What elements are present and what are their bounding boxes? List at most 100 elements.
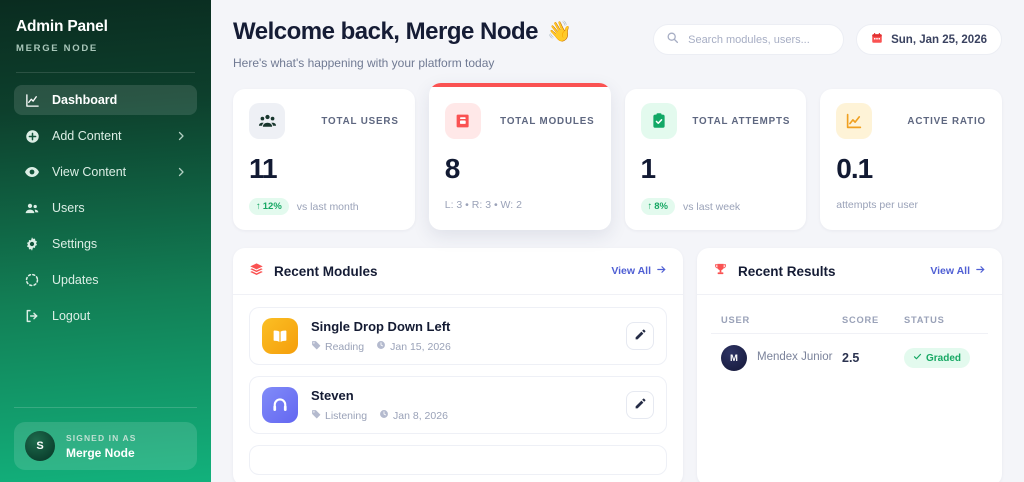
stat-card-total-users[interactable]: TOTAL USERS 11 ↑ 12% vs last month xyxy=(233,89,415,230)
sidebar-item-settings[interactable]: Settings xyxy=(14,229,197,259)
sidebar-divider xyxy=(16,72,195,73)
pencil-icon xyxy=(634,397,647,413)
edit-module-button[interactable] xyxy=(626,391,654,419)
stat-cards: TOTAL USERS 11 ↑ 12% vs last month TOTAL xyxy=(233,83,1002,230)
trophy-icon xyxy=(713,262,728,280)
module-name: Steven xyxy=(311,388,354,403)
column-header-user: USER xyxy=(721,315,751,325)
page-subtitle: Here's what's happening with your platfo… xyxy=(233,56,495,70)
module-tag: Listening xyxy=(311,409,367,422)
view-all-results-link[interactable]: View All xyxy=(930,264,986,278)
stat-card-total-modules[interactable]: TOTAL MODULES 8 L: 3 • R: 3 • W: 2 xyxy=(428,83,611,230)
panel-header: Recent Modules View All xyxy=(233,248,683,295)
stat-card-header: TOTAL MODULES xyxy=(444,103,595,139)
stat-card-value: 11 xyxy=(249,153,278,184)
results-table: USER SCORE STATUS M Mendex Junior 2.5 xyxy=(697,295,1002,382)
panel-title-text: Recent Results xyxy=(738,263,836,279)
signed-in-section: S SIGNED IN AS Merge Node xyxy=(14,407,197,470)
column-header-score: SCORE xyxy=(842,315,880,325)
module-name: Single Drop Down Left xyxy=(311,319,451,334)
eye-icon xyxy=(24,164,40,180)
stat-card-footer: ↑ 12% vs last month xyxy=(249,198,399,215)
brand: Admin Panel MERGE NODE xyxy=(0,18,211,54)
stat-card-title: TOTAL MODULES xyxy=(500,115,595,127)
stat-card-footer: ↑ 8% vs last week xyxy=(640,198,791,215)
chart-line-icon xyxy=(836,103,873,139)
arrow-up-icon: ↑ xyxy=(256,201,261,212)
module-tag-text: Listening xyxy=(325,409,368,422)
search-box[interactable] xyxy=(653,24,845,55)
clock-icon xyxy=(376,340,386,353)
module-date-text: Jan 8, 2026 xyxy=(393,409,448,422)
table-row[interactable]: M Mendex Junior 2.5 Graded xyxy=(711,334,988,382)
stat-card-note: attempts per user xyxy=(836,199,918,211)
clock-icon xyxy=(379,409,389,422)
status-badge: ↑ 12% xyxy=(249,198,289,215)
view-all-modules-link[interactable]: View All xyxy=(611,264,667,278)
list-item[interactable] xyxy=(249,445,667,475)
sidebar-item-add-content[interactable]: Add Content xyxy=(14,121,197,151)
table-header: USER SCORE STATUS xyxy=(711,307,988,334)
view-all-label: View All xyxy=(611,265,651,277)
spinner-icon xyxy=(24,272,40,288)
sidebar-nav: Dashboard Add Content View Content xyxy=(0,85,211,331)
status-badge: ↑ 8% xyxy=(640,198,675,215)
sidebar-item-view-content[interactable]: View Content xyxy=(14,157,197,187)
stat-card-note: vs last month xyxy=(296,200,359,213)
stat-card-total-attempts[interactable]: TOTAL ATTEMPTS 1 ↑ 8% vs last week xyxy=(624,89,807,230)
chevron-right-icon xyxy=(175,166,187,178)
module-info: Steven Listening xyxy=(311,388,613,422)
list-item[interactable]: Single Drop Down Left Reading xyxy=(249,307,667,365)
stat-card-value: 1 xyxy=(640,153,657,184)
search-input[interactable] xyxy=(688,33,832,46)
result-user-name: Mendex Junior xyxy=(757,351,833,364)
date-pill[interactable]: Sun, Jan 25, 2026 xyxy=(856,24,1002,55)
stat-card-title: TOTAL ATTEMPTS xyxy=(692,115,791,127)
list-item[interactable]: Steven Listening xyxy=(249,376,667,434)
users-icon xyxy=(24,200,40,216)
module-meta: Reading Jan 15, 2026 xyxy=(311,340,613,353)
top-bar: Welcome back, Merge Node 👋 Here's what's… xyxy=(233,18,1002,70)
module-tag: Reading xyxy=(311,340,364,353)
brand-subtitle: MERGE NODE xyxy=(16,43,98,54)
sidebar-item-label: Dashboard xyxy=(52,93,118,107)
arrow-up-icon: ↑ xyxy=(647,201,653,212)
sidebar-item-label: View Content xyxy=(52,165,127,179)
sidebar-item-label: Updates xyxy=(52,273,99,287)
waving-hand-icon: 👋 xyxy=(547,21,572,43)
sidebar: Admin Panel MERGE NODE Dashboard Add Con… xyxy=(0,0,211,482)
edit-module-button[interactable] xyxy=(626,322,654,350)
greeting-text: Welcome back, Merge Node xyxy=(233,18,539,45)
result-score: 2.5 xyxy=(842,351,860,365)
sidebar-item-label: Logout xyxy=(52,309,91,323)
arrow-right-icon xyxy=(975,264,986,278)
arrow-right-icon xyxy=(656,264,667,278)
greeting-block: Welcome back, Merge Node 👋 Here's what's… xyxy=(233,18,572,70)
chart-line-icon xyxy=(24,92,40,108)
calendar-icon xyxy=(871,32,883,47)
logout-icon xyxy=(24,308,40,324)
book-open-icon xyxy=(262,318,298,354)
panels: Recent Modules View All xyxy=(233,248,1002,482)
sidebar-item-users[interactable]: Users xyxy=(14,193,197,223)
search-icon xyxy=(666,31,679,49)
top-bar-actions: Sun, Jan 25, 2026 xyxy=(653,18,1002,55)
clipboard-check-icon xyxy=(640,103,677,139)
headphones-icon xyxy=(262,387,298,423)
panel-title-text: Recent Modules xyxy=(274,263,378,279)
sidebar-item-dashboard[interactable]: Dashboard xyxy=(14,85,197,115)
stat-card-active-ratio[interactable]: ACTIVE RATIO 0.1 attempts per user xyxy=(820,89,1002,230)
signed-in-divider xyxy=(14,407,197,408)
sidebar-item-logout[interactable]: Logout xyxy=(14,301,197,331)
book-icon xyxy=(444,103,481,139)
result-user-cell: M Mendex Junior xyxy=(721,345,842,371)
signed-in-card[interactable]: S SIGNED IN AS Merge Node xyxy=(14,422,197,470)
sidebar-item-updates[interactable]: Updates xyxy=(14,265,197,295)
chip-value: 12% xyxy=(262,201,282,212)
stat-card-title: ACTIVE RATIO xyxy=(907,115,986,127)
stat-card-value: 0.1 xyxy=(836,153,873,184)
gear-icon xyxy=(24,236,40,252)
module-meta: Listening Jan 8, 2026 xyxy=(311,409,613,422)
status-badge: Graded xyxy=(904,348,971,368)
chip-value: 8% xyxy=(654,201,668,212)
